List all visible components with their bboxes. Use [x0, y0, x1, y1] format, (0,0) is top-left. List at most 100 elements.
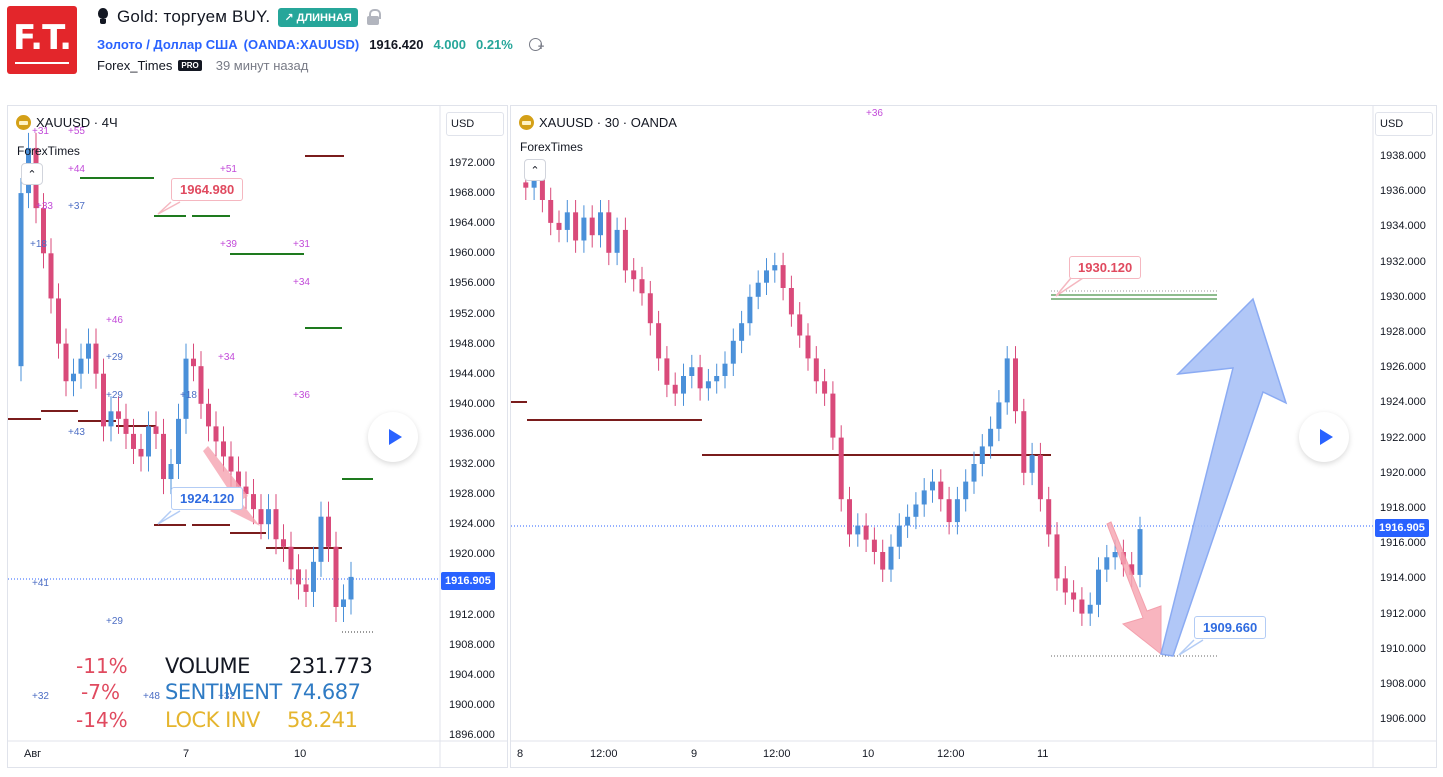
candle-body — [213, 426, 219, 442]
add-alert-icon[interactable] — [527, 35, 545, 53]
candle-body — [523, 182, 529, 188]
candle-body — [788, 288, 794, 315]
price-tick-label: 1900.000 — [449, 698, 495, 711]
right-currency-selector[interactable]: USD — [1375, 112, 1433, 136]
sentiment-value: 74.687 — [290, 680, 361, 704]
price-tick-label: 1928.000 — [449, 488, 495, 501]
signal-marker: +44 — [68, 164, 85, 175]
left-chart-title: XAUUSD · 4Ч — [36, 115, 118, 130]
right-stop-callout: 1909.660 — [1194, 616, 1267, 639]
left-currency-selector[interactable]: USD — [446, 112, 504, 136]
price-tick-label: 1936.000 — [1380, 185, 1426, 198]
time-tick-label: 12:00 — [937, 748, 965, 760]
price-tick-label: 1952.000 — [449, 307, 495, 320]
candle-body — [318, 516, 324, 562]
candle-body — [281, 539, 286, 547]
right-collapse-button[interactable]: ⌃ — [524, 159, 546, 181]
time-tick-label: 12:00 — [590, 748, 618, 760]
signal-marker: +18 — [30, 239, 47, 250]
candle-body — [589, 217, 595, 236]
signal-marker: +46 — [106, 315, 123, 326]
price-tick-label: 1932.000 — [1380, 255, 1426, 268]
play-icon — [388, 429, 402, 445]
candle-body — [988, 428, 994, 447]
candle-body — [1079, 599, 1085, 614]
candle-body — [78, 358, 84, 374]
right-chart-title: XAUUSD · 30 · OANDA — [539, 115, 677, 130]
price-tick-label: 1932.000 — [449, 458, 495, 470]
candle-body — [805, 335, 811, 359]
candle-body — [1004, 358, 1010, 403]
candle-body — [730, 340, 736, 364]
left-play-button[interactable] — [368, 412, 418, 462]
candle-body — [946, 499, 952, 523]
signal-marker: +18 — [180, 390, 197, 401]
candle-body — [1062, 578, 1068, 593]
price-tick-label: 1914.000 — [1380, 572, 1426, 585]
right-play-button[interactable] — [1299, 412, 1349, 462]
price-tick-label: 1896.000 — [449, 728, 495, 741]
candle-body — [539, 177, 545, 200]
candle-body — [1071, 592, 1077, 600]
candle-body — [880, 552, 886, 570]
price-tick-label: 1910.000 — [1380, 642, 1426, 655]
symbol-change: 4.000 — [433, 36, 466, 52]
logo-underline — [15, 62, 69, 64]
left-collapse-button[interactable]: ⌃ — [21, 163, 43, 185]
candle-body — [183, 358, 189, 419]
symbol-name-link[interactable]: Золото / Доллар США — [97, 36, 238, 52]
price-tick-label: 1916.000 — [1380, 537, 1426, 550]
candle-body — [303, 584, 309, 592]
candle-body — [71, 373, 76, 382]
candle-body — [191, 358, 196, 367]
signal-marker: +37 — [68, 201, 85, 212]
signal-marker: +39 — [220, 239, 237, 250]
signal-marker: +31 — [293, 239, 310, 250]
right-chart-panel[interactable]: XAUUSD · 30 · OANDA +36 ForexTimes ⌃ USD… — [510, 105, 1437, 768]
candle-body — [311, 561, 316, 592]
candle-body — [198, 366, 204, 404]
right-chart-header: XAUUSD · 30 · OANDA — [519, 115, 677, 130]
right-chart-watermark: ForexTimes — [520, 140, 583, 154]
candle-body — [797, 314, 803, 336]
price-tick-label: 1928.000 — [1380, 326, 1426, 338]
author-name[interactable]: Forex_Times — [97, 58, 173, 73]
left-chart-canvas[interactable] — [8, 106, 508, 768]
price-tick-label: 1922.000 — [1380, 431, 1426, 444]
symbol-code-link[interactable]: (OANDA:XAUUSD) — [243, 36, 360, 52]
candle-body — [606, 212, 612, 253]
signal-marker: +43 — [68, 427, 85, 438]
candle-body — [206, 403, 211, 427]
volume-percent: -11% — [76, 654, 128, 678]
signal-marker: +32 — [32, 691, 49, 702]
candle-body — [871, 539, 877, 552]
left-chart-panel[interactable]: XAUUSD · 4Ч ForexTimes ⌃ USD 1916.905 19… — [7, 105, 508, 768]
sentiment-percent: -7% — [81, 680, 120, 704]
play-icon — [1319, 429, 1333, 445]
candle-body — [855, 525, 861, 535]
symbol-code: OANDA:XAUUSD — [247, 36, 355, 52]
candle-body — [954, 499, 960, 523]
signal-marker: +55 — [68, 126, 85, 137]
candle-body — [581, 217, 587, 241]
candle-body — [131, 433, 136, 449]
logo-text: F.T. — [12, 18, 72, 58]
right-target-callout: 1930.120 — [1069, 256, 1142, 279]
candle-body — [631, 270, 637, 280]
candle-body — [639, 279, 645, 294]
candle-body — [236, 471, 241, 487]
price-tick-label: 1964.000 — [449, 217, 495, 230]
candle-body — [1129, 564, 1135, 575]
candle-body — [564, 212, 570, 230]
price-tick-label: 1920.000 — [449, 548, 495, 561]
signal-marker: +34 — [218, 352, 235, 363]
price-tick-label: 1924.000 — [1380, 396, 1426, 409]
candle-body — [93, 343, 99, 374]
candle-body — [573, 212, 579, 241]
time-tick-label: Авг — [24, 748, 42, 760]
price-tick-label: 1934.000 — [1380, 220, 1426, 233]
candle-body — [251, 494, 256, 510]
candle-body — [888, 546, 894, 570]
forex-times-logo[interactable]: F.T. — [7, 6, 77, 74]
candle-body — [288, 546, 294, 570]
